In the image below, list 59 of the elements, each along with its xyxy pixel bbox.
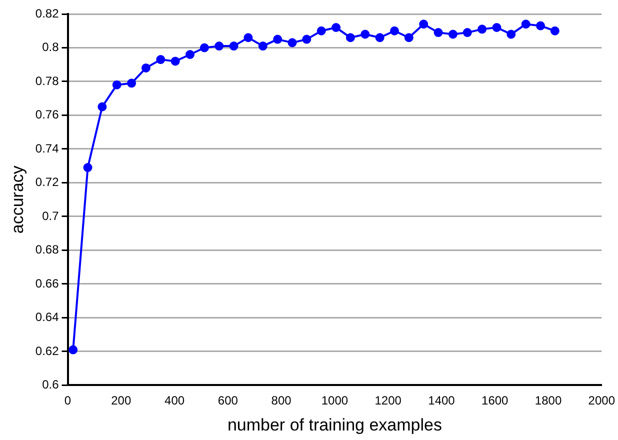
point xyxy=(214,42,224,51)
y-tick-label: 0.8 xyxy=(42,40,60,54)
x-tick-label: 400 xyxy=(164,394,185,408)
point xyxy=(536,21,546,30)
point xyxy=(186,50,195,59)
x-tick-label: 2000 xyxy=(588,394,616,408)
x-tick-label: 200 xyxy=(111,394,132,408)
y-tick-label: 0.7 xyxy=(42,208,60,223)
y-tick-label: 0.68 xyxy=(35,242,60,257)
point xyxy=(404,33,414,42)
y-tick-label: 0.72 xyxy=(35,175,60,190)
point xyxy=(200,43,209,52)
point xyxy=(419,20,428,29)
point xyxy=(244,33,253,42)
point xyxy=(390,26,399,36)
point xyxy=(170,56,180,66)
x-axis-title: number of training examples xyxy=(227,415,442,434)
point xyxy=(112,80,122,90)
point xyxy=(316,26,326,36)
point xyxy=(448,30,458,39)
point xyxy=(127,78,136,88)
y-tick-label: 0.78 xyxy=(35,74,60,88)
y-tick-label: 0.62 xyxy=(35,344,60,358)
point xyxy=(229,42,238,51)
point xyxy=(83,163,92,172)
point xyxy=(273,34,282,44)
x-tick-label: 1600 xyxy=(482,394,509,408)
point xyxy=(302,34,312,44)
y-tick-label: 0.64 xyxy=(35,310,60,324)
point xyxy=(156,55,166,64)
x-tick-label: 1200 xyxy=(374,394,402,408)
y-tick-label: 0.82 xyxy=(35,6,60,20)
point xyxy=(550,26,560,36)
point xyxy=(521,20,530,29)
y-tick-label: 0.74 xyxy=(35,141,60,156)
point xyxy=(332,23,341,32)
point xyxy=(141,63,150,72)
x-tick-label: 1000 xyxy=(321,394,348,408)
y-tick-label: 0.6 xyxy=(42,378,60,392)
point xyxy=(288,38,297,48)
point xyxy=(346,33,355,42)
x-tick-label: 600 xyxy=(218,394,238,408)
point xyxy=(434,28,443,38)
point xyxy=(492,23,502,32)
x-tick-label: 1400 xyxy=(428,394,456,408)
point xyxy=(360,30,370,39)
point xyxy=(375,33,384,42)
x-tick-label: 800 xyxy=(271,394,292,408)
point xyxy=(98,102,107,112)
x-tick-label: 0 xyxy=(64,394,72,408)
point xyxy=(68,345,78,354)
point xyxy=(258,42,268,51)
point xyxy=(462,28,472,38)
y-tick-label: 0.76 xyxy=(35,108,60,122)
x-tick-label: 1800 xyxy=(534,394,562,408)
y-axis-title: accuracy xyxy=(8,165,27,234)
point xyxy=(506,30,516,39)
point xyxy=(478,24,487,34)
y-tick-label: 0.66 xyxy=(35,276,60,290)
